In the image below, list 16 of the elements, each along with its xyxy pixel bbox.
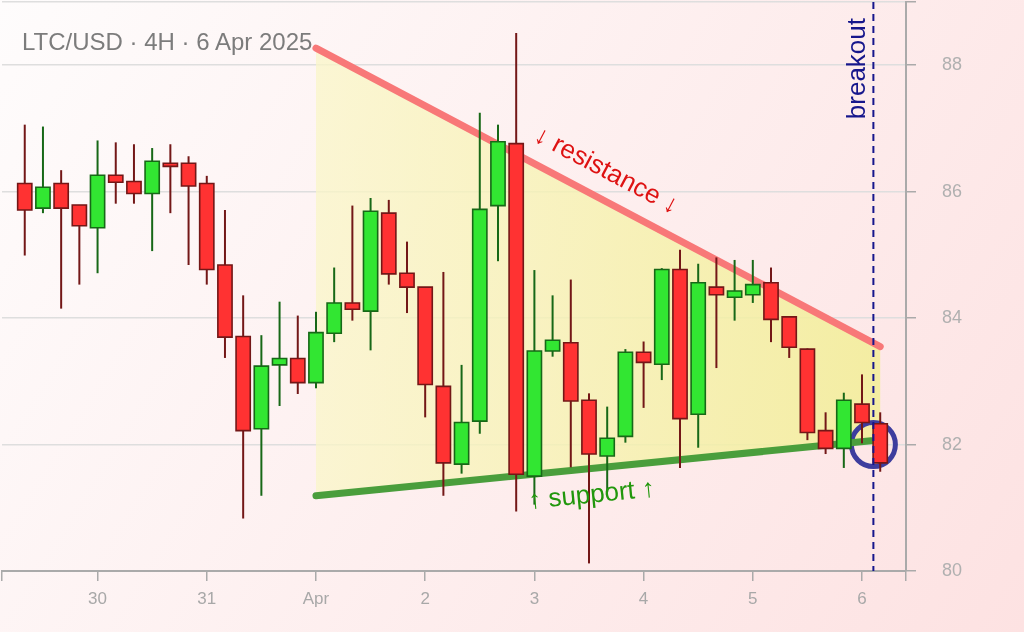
y-tick-label: 84 <box>942 307 963 328</box>
x-tick-label: 30 <box>88 588 108 608</box>
y-tick-label: 86 <box>942 180 963 201</box>
x-tick-label: 2 <box>420 588 430 608</box>
annotation: ↑ support ↑ <box>526 472 657 515</box>
y-tick-label: 88 <box>942 54 963 75</box>
y-tick-label: 80 <box>942 559 963 580</box>
x-tick-label: 4 <box>638 588 649 608</box>
x-tick-label: 5 <box>748 588 758 608</box>
text: LTC/USD · 4H · 6 Apr 2025 <box>22 28 313 55</box>
ref-line-label: breakout <box>841 17 872 120</box>
x-tick-label: 3 <box>529 588 540 608</box>
x-tick-label: Apr <box>302 588 330 608</box>
x-tick-label: 31 <box>197 588 217 608</box>
x-tick-label: 6 <box>857 588 867 608</box>
y-tick-label: 82 <box>942 433 963 454</box>
